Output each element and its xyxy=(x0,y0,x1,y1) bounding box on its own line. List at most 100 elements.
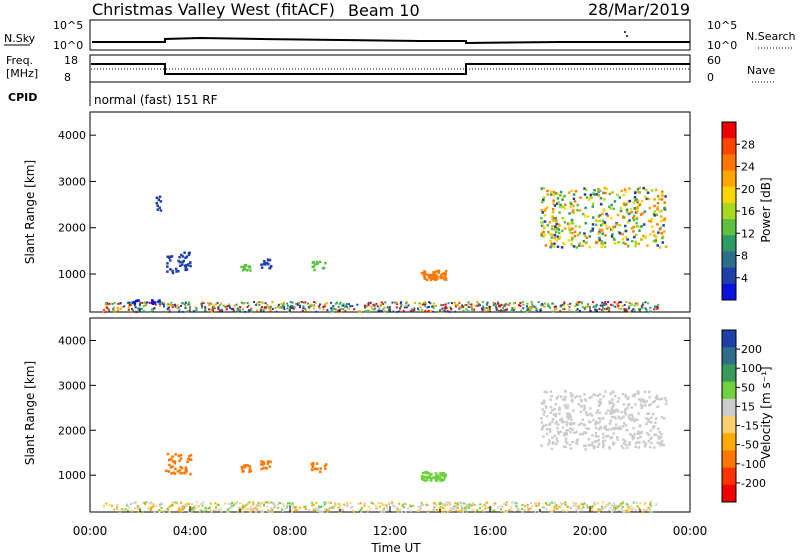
data-cell xyxy=(540,221,543,224)
ground-scatter-cell xyxy=(293,506,296,509)
ground-scatter-cell xyxy=(386,508,389,511)
data-cell xyxy=(543,220,547,223)
ground-scatter-cell xyxy=(562,304,565,307)
ground-scatter-cell xyxy=(111,308,114,311)
data-cell xyxy=(581,432,585,436)
ground-scatter-cell xyxy=(364,310,367,313)
ground-scatter-cell xyxy=(323,305,326,308)
xtick-label: 04:00 xyxy=(173,524,208,538)
ground-scatter-cell xyxy=(271,509,274,512)
ground-scatter-cell xyxy=(467,309,470,312)
ground-scatter-cell xyxy=(178,508,181,511)
data-cell xyxy=(260,460,263,463)
ground-scatter-cell xyxy=(620,502,623,505)
ground-scatter-cell xyxy=(412,310,415,313)
data-cell xyxy=(641,404,644,408)
ground-scatter-cell xyxy=(144,503,147,506)
ground-scatter-cell xyxy=(242,308,245,311)
ground-scatter-cell xyxy=(342,304,345,307)
ground-scatter-cell xyxy=(130,502,133,505)
ground-scatter-cell xyxy=(119,308,122,311)
ground-scatter-cell xyxy=(603,302,606,305)
ground-scatter-cell xyxy=(422,303,425,306)
data-cell xyxy=(591,223,595,226)
data-cell xyxy=(616,193,619,197)
ground-scatter-cell xyxy=(218,309,221,312)
ground-scatter-cell xyxy=(334,302,337,305)
ground-scatter-cell xyxy=(502,305,505,308)
data-cell xyxy=(652,239,656,243)
ground-scatter-cell xyxy=(373,308,376,311)
data-cell xyxy=(569,205,572,209)
ground-scatter-cell xyxy=(293,306,296,309)
ground-scatter-cell xyxy=(367,505,370,508)
data-cell xyxy=(613,410,617,413)
ground-scatter-cell xyxy=(503,511,506,514)
ground-scatter-cell xyxy=(317,507,320,510)
ground-scatter-cell xyxy=(442,304,445,307)
ground-scatter-cell xyxy=(286,506,289,509)
ground-scatter-cell xyxy=(290,304,293,307)
ground-scatter-cell xyxy=(483,308,486,311)
ground-scatter-cell xyxy=(412,504,415,507)
ground-scatter-cell xyxy=(465,510,468,513)
ground-scatter-cell xyxy=(400,304,403,307)
data-cell xyxy=(553,233,557,237)
data-cell xyxy=(648,445,652,449)
data-cell xyxy=(661,190,664,193)
data-cell xyxy=(158,195,162,199)
ground-scatter-cell xyxy=(489,508,492,511)
ground-scatter-cell xyxy=(311,501,314,504)
ground-scatter-cell xyxy=(589,310,592,313)
ground-scatter-cell xyxy=(468,303,471,306)
ground-scatter-cell xyxy=(561,509,564,512)
ground-scatter-cell xyxy=(601,501,604,504)
data-cell xyxy=(554,403,558,406)
data-cell xyxy=(634,242,638,245)
data-cell xyxy=(628,187,631,190)
ground-scatter-cell xyxy=(490,506,493,509)
data-cell xyxy=(572,211,575,215)
ground-scatter-cell xyxy=(521,503,524,506)
ground-scatter-cell xyxy=(522,303,525,306)
data-cell xyxy=(596,421,599,425)
ground-scatter-cell xyxy=(251,509,254,512)
ground-scatter-cell xyxy=(144,301,147,304)
data-cell xyxy=(653,213,657,217)
ground-scatter-cell xyxy=(510,509,513,512)
data-cell xyxy=(189,453,193,457)
colorbar-segment xyxy=(722,122,736,139)
data-cell xyxy=(595,193,599,196)
colorbar-segment xyxy=(722,170,736,188)
ground-scatter-cell xyxy=(289,301,292,304)
data-cell xyxy=(560,246,564,249)
data-cell xyxy=(435,276,439,280)
ground-scatter-cell xyxy=(467,305,470,308)
ground-scatter-cell xyxy=(185,301,188,304)
data-cell xyxy=(645,422,648,426)
ground-scatter-cell xyxy=(208,308,211,311)
data-cell xyxy=(428,473,432,477)
data-cell xyxy=(170,457,173,461)
data-cell xyxy=(547,230,550,234)
ground-scatter-cell xyxy=(445,307,448,310)
ground-scatter-cell xyxy=(515,502,518,505)
ground-scatter-cell xyxy=(197,504,200,507)
ground-scatter-cell xyxy=(343,503,346,506)
ground-scatter-cell xyxy=(159,304,162,307)
ground-scatter-cell xyxy=(396,310,399,313)
data-cell xyxy=(654,188,658,192)
ground-scatter-cell xyxy=(182,509,185,512)
ground-scatter-cell xyxy=(454,305,457,308)
data-cell xyxy=(629,207,633,211)
data-cell xyxy=(657,231,660,234)
data-cell xyxy=(568,212,571,215)
ground-scatter-cell xyxy=(208,304,211,307)
ground-scatter-cell xyxy=(508,509,511,512)
data-cell xyxy=(541,425,545,429)
ground-scatter-cell xyxy=(569,302,572,305)
ground-scatter-cell xyxy=(606,503,609,506)
data-cell xyxy=(549,405,553,409)
data-cell xyxy=(262,462,266,465)
ground-scatter-cell xyxy=(312,304,315,307)
